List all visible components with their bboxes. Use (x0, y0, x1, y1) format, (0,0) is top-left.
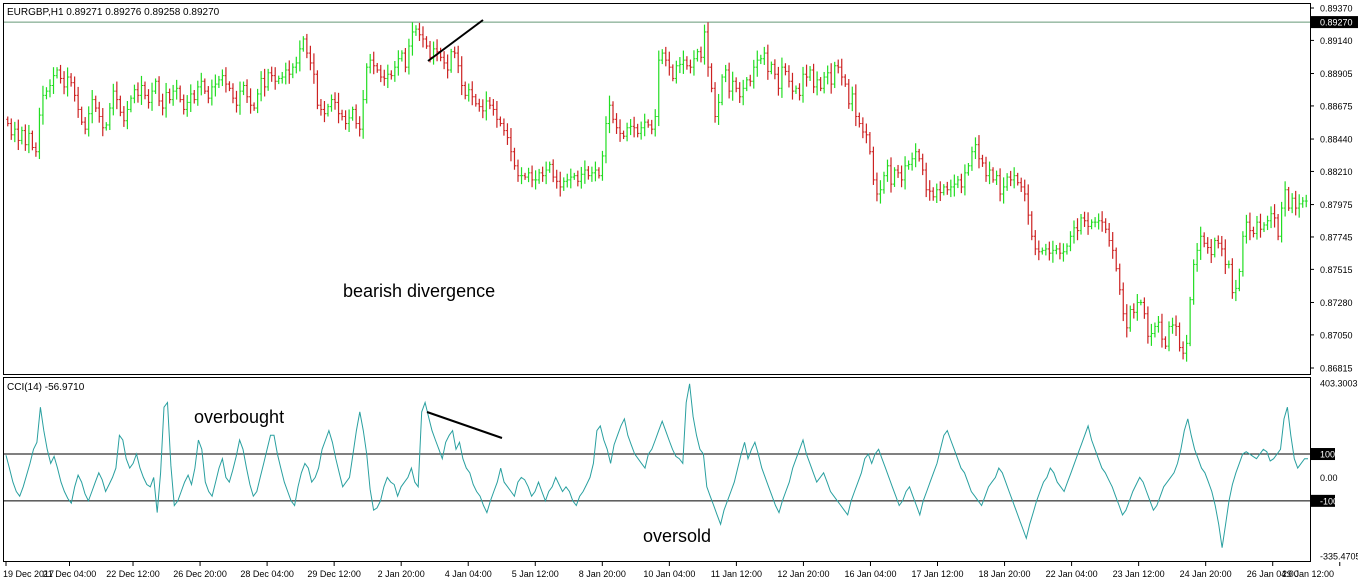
oversold-label: oversold (643, 526, 711, 546)
x-tick-label: 21 Dec 04:00 (43, 569, 97, 579)
x-tick-label: 29 Jan 12:00 (1282, 569, 1334, 579)
divergence-price-trendline (427, 19, 484, 62)
cci-y-tick-label: 100 (1320, 450, 1335, 460)
x-tick-label: 16 Jan 04:00 (844, 569, 896, 579)
x-tick-label: 26 Jan 04:00 (1247, 569, 1299, 579)
x-tick-label: 18 Jan 20:00 (979, 569, 1031, 579)
x-tick-label: 28 Dec 04:00 (240, 569, 294, 579)
x-tick-label: 4 Jan 04:00 (445, 569, 492, 579)
bearish-divergence-label: bearish divergence (343, 281, 495, 301)
cci-y-tick-label: -100 (1320, 496, 1338, 506)
x-tick-label: 5 Jan 12:00 (512, 569, 559, 579)
price-panel-frame (3, 3, 1311, 375)
cci-y-tick-label: -335.4705 (1320, 552, 1358, 562)
cci-plot (4, 383, 1310, 548)
price-plot (4, 21, 1310, 362)
divergence-cci-trendline (426, 411, 503, 439)
price-y-tick-label: 0.87050 (1320, 330, 1353, 340)
x-tick-label: 29 Dec 12:00 (307, 569, 361, 579)
price-y-tick-label: 0.88905 (1320, 69, 1353, 79)
x-tick-label: 17 Jan 12:00 (911, 569, 963, 579)
price-y-tick-label: 0.88210 (1320, 167, 1353, 177)
current-price-tag (1311, 16, 1358, 29)
current-price-tag-label: 0.89270 (1320, 18, 1353, 28)
price-y-tick-label: 0.89370 (1320, 4, 1353, 14)
x-tick-label: 19 Dec 2017 (3, 569, 54, 579)
x-tick-label: 23 Jan 12:00 (1113, 569, 1165, 579)
price-y-tick-label: 0.87745 (1320, 232, 1353, 242)
cci-panel-title: CCI(14) -56.9710 (7, 382, 85, 393)
cci-y-tick-label: 0.00 (1320, 473, 1338, 483)
x-tick-label: 10 Jan 04:00 (643, 569, 695, 579)
x-tick-label: 2 Jan 20:00 (378, 569, 425, 579)
price-y-tick-label: 0.88440 (1320, 135, 1353, 145)
x-tick-label: 22 Dec 12:00 (106, 569, 160, 579)
x-tick-label: 11 Jan 12:00 (711, 569, 762, 579)
cci-panel-frame (3, 377, 1311, 562)
x-tick-label: 26 Dec 20:00 (173, 569, 227, 579)
x-tick-label: 8 Jan 20:00 (579, 569, 626, 579)
price-y-tick-label: 0.89140 (1320, 36, 1353, 46)
cci-y-tick-label: 403.3003 (1320, 379, 1358, 389)
overbought-label: overbought (194, 407, 284, 427)
price-panel-title: EURGBP,H1 0.89271 0.89276 0.89258 0.8927… (7, 7, 220, 18)
price-y-tick-label: 0.87280 (1320, 298, 1353, 308)
price-y-tick-label: 0.87975 (1320, 200, 1353, 210)
cci-level-tag (1311, 448, 1335, 461)
x-tick-label: 12 Jan 20:00 (777, 569, 829, 579)
axes: 0.89370 0.89140 0.88905 0.88675 0.88440 0.882… (3, 4, 1358, 579)
price-y-tick-label: 0.88675 (1320, 101, 1353, 111)
price-y-tick-label: 0.87515 (1320, 265, 1353, 275)
price-y-tick-label: 0.86815 (1320, 364, 1353, 374)
cci-line (5, 383, 1308, 548)
x-tick-label: 24 Jan 20:00 (1180, 569, 1232, 579)
cci-level-tag (1311, 494, 1335, 507)
x-tick-label: 22 Jan 04:00 (1046, 569, 1098, 579)
